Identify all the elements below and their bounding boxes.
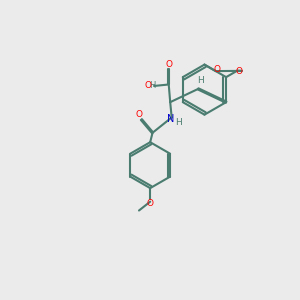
- Text: N: N: [167, 114, 174, 124]
- Text: O: O: [214, 65, 220, 74]
- Text: H: H: [197, 76, 204, 85]
- Text: O: O: [147, 199, 154, 208]
- Text: O: O: [144, 81, 151, 90]
- Text: O: O: [136, 110, 142, 119]
- Text: H: H: [149, 81, 155, 90]
- Text: H: H: [176, 118, 182, 127]
- Text: O: O: [165, 60, 172, 69]
- Text: O: O: [235, 67, 242, 76]
